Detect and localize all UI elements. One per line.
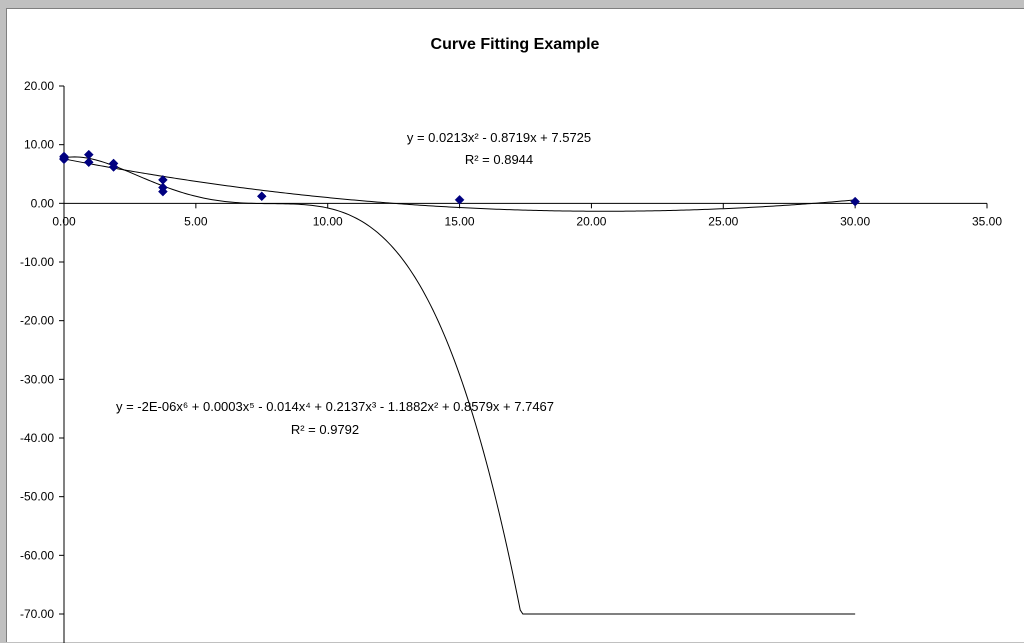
trendline-r2-poly6[interactable]: R² = 0.9792 <box>291 422 359 437</box>
y-tick-label: 10.00 <box>24 138 54 152</box>
x-tick-label: 35.00 <box>972 214 1002 228</box>
trendline-equation-quadratic[interactable]: y = 0.0213x² - 0.8719x + 7.5725 <box>407 130 591 145</box>
trendline-equation-poly6[interactable]: y = -2E-06x⁶ + 0.0003x⁵ - 0.014x⁴ + 0.21… <box>116 399 554 414</box>
data-point-marker <box>454 194 465 205</box>
data-points <box>59 149 860 207</box>
y-tick-label: -60.00 <box>20 548 54 562</box>
x-tick-label: 30.00 <box>840 214 870 228</box>
x-tick-label: 5.00 <box>184 214 208 228</box>
chart-title: Curve Fitting Example <box>431 36 600 53</box>
data-point-marker <box>59 153 69 164</box>
data-point-marker <box>158 186 168 197</box>
y-tick-label: -20.00 <box>20 314 54 328</box>
x-tick-label: 10.00 <box>313 214 343 228</box>
trendline-r2-quadratic[interactable]: R² = 0.8944 <box>465 152 533 167</box>
x-tick-label: 20.00 <box>576 214 606 228</box>
y-tick-label: -70.00 <box>20 607 54 621</box>
trendlines <box>63 156 856 615</box>
trendline-poly6 <box>63 156 856 615</box>
x-tick-label: 0.00 <box>52 214 76 228</box>
axes: 20.00 10.00 0.00 -10.00 -20.00 -30.00 -40.00 -5… <box>20 79 1002 643</box>
y-tick-label: -50.00 <box>20 490 54 504</box>
x-tick-label: 25.00 <box>708 214 738 228</box>
data-point-marker <box>850 196 860 207</box>
trendline-labels: y = 0.0213x² - 0.8719x + 7.5725 R² = 0.8… <box>116 130 591 437</box>
data-point-marker <box>83 157 94 168</box>
x-tick-label: 15.00 <box>445 214 475 228</box>
y-tick-label: 20.00 <box>24 79 54 93</box>
y-tick-label: -40.00 <box>20 431 54 445</box>
trendline-quadratic <box>63 158 856 212</box>
chart-svg: Curve Fitting Example 20.00 10.00 0.00 -10.… <box>20 36 1002 643</box>
y-tick-label: 0.00 <box>31 196 55 210</box>
data-point-marker <box>256 191 267 202</box>
y-tick-label: -30.00 <box>20 372 54 386</box>
chart-area[interactable]: Curve Fitting Example 20.00 10.00 0.00 -10.… <box>6 8 1024 643</box>
y-tick-label: -10.00 <box>20 255 54 269</box>
data-point-marker <box>108 162 119 172</box>
